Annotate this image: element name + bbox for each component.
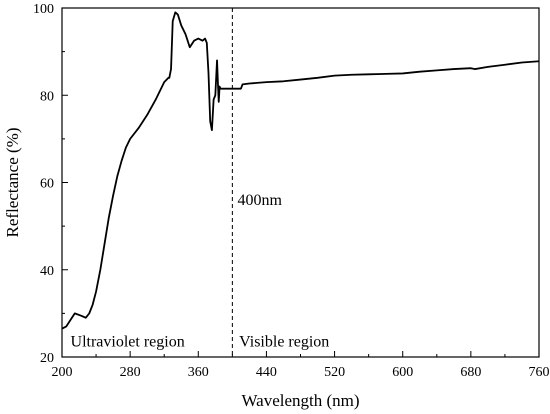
reflectance-series-line [61,11,540,330]
x-tick-label: 440 [256,365,277,380]
annotation-label: Ultraviolet region [71,334,185,351]
x-axis-ticks: 200 280 360 440 520 600 680 760 [52,351,550,380]
x-axis-title: Wavelength (nm) [241,391,359,410]
annotation-label: Visible region [239,334,329,351]
y-tick-label: 60 [40,177,54,192]
y-tick-label: 100 [33,2,54,17]
y-tick-label: 20 [40,351,54,366]
y-tick-label: 40 [40,264,54,279]
y-axis-ticks: 20 40 60 80 100 [33,2,68,366]
x-tick-label: 200 [52,365,73,380]
x-tick-label: 600 [392,365,413,380]
x-tick-label: 360 [188,365,209,380]
x-tick-label: 760 [529,365,550,380]
y-axis-title: Reflectance (%) [3,128,22,238]
annotations: Ultraviolet region Visible region 400nm [71,192,330,351]
x-tick-label: 520 [324,365,345,380]
y-tick-label: 80 [40,89,54,104]
x-tick-label: 680 [460,365,481,380]
plot-frame [61,7,540,358]
annotation-label: 400nm [237,192,282,209]
x-tick-label: 280 [120,365,141,380]
